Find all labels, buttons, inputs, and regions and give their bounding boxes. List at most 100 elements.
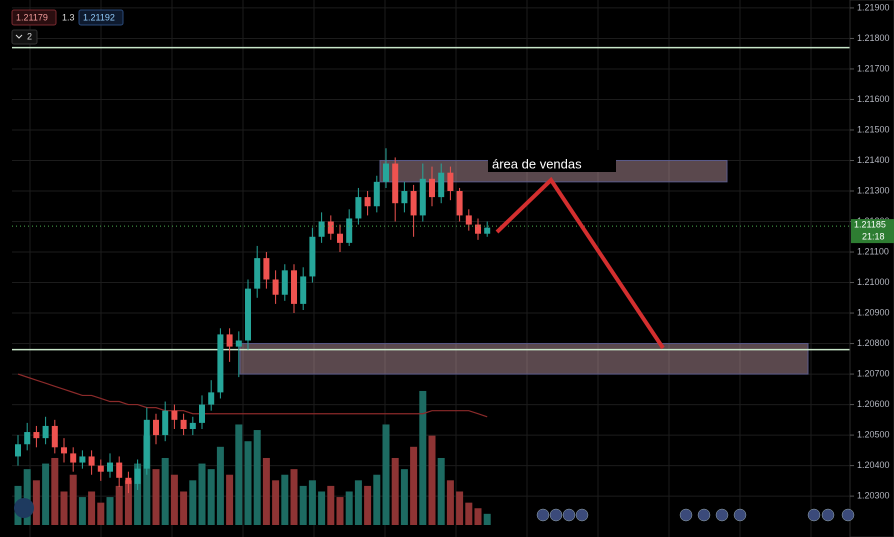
candle-body — [171, 410, 178, 420]
candle-body — [456, 191, 463, 216]
candle-body — [217, 334, 224, 393]
volume-bar — [60, 491, 68, 525]
volume-bar — [124, 480, 132, 525]
plot-area — [12, 46, 850, 525]
volume-bar — [152, 469, 160, 525]
moving-average — [17, 373, 488, 418]
volume-bar — [391, 457, 399, 525]
candle-body — [475, 224, 481, 234]
volume-bar — [69, 474, 77, 525]
y-tick-label: 1.21700 — [857, 63, 890, 73]
volume-bar — [281, 474, 289, 525]
y-tick-label: 1.20900 — [857, 307, 890, 317]
candle-body — [291, 270, 297, 304]
volume-bar — [23, 469, 31, 525]
toolbar: 1.21179 1.3 1.21192 2 — [11, 9, 124, 45]
ask-box[interactable] — [78, 9, 124, 26]
y-tick-label: 1.20400 — [857, 460, 890, 470]
candle-body — [88, 456, 95, 466]
volume-bar — [42, 463, 50, 525]
candle-body — [346, 218, 353, 243]
volume-bar — [88, 491, 96, 525]
candle-body — [419, 178, 426, 216]
volume-bar — [253, 430, 261, 525]
volume-bar — [446, 480, 454, 525]
ask: 1.21192 — [83, 12, 115, 22]
countdown: 21:18 — [862, 231, 885, 241]
candle-body — [392, 163, 399, 204]
volume-bar — [216, 446, 224, 525]
volume-bar — [373, 474, 381, 525]
candle-body — [153, 419, 159, 436]
y-tick-label: 1.21300 — [857, 185, 890, 195]
price-label: 1.21185 — [854, 219, 886, 229]
candle-body — [143, 419, 150, 469]
y-tick-label: 1.21100 — [857, 246, 889, 256]
volume-bar — [345, 491, 353, 525]
candle-body — [226, 334, 233, 347]
candle-body — [245, 288, 251, 341]
y-tick-label: 1.21900 — [857, 2, 890, 12]
candle-body — [107, 462, 113, 472]
y-tick-label: 1.20300 — [857, 490, 890, 500]
volume-bar — [189, 480, 197, 525]
logo[interactable] — [14, 498, 34, 518]
candle-body — [355, 197, 362, 219]
candle-body — [300, 276, 307, 304]
y-tick-label: 1.20500 — [857, 429, 890, 439]
candle-body — [327, 221, 334, 234]
volume-bar — [465, 502, 473, 525]
candle-body — [42, 425, 49, 439]
y-tick-label: 1.21400 — [857, 155, 890, 165]
volume-bar — [235, 424, 243, 525]
candle-body — [438, 172, 445, 198]
volume-bar — [327, 485, 335, 525]
candle-body — [254, 258, 261, 289]
volume-bar — [336, 497, 344, 525]
candle-body — [235, 340, 242, 347]
volume-bar — [410, 446, 418, 525]
candle-body — [281, 270, 288, 295]
volume-bar — [32, 480, 40, 525]
volume-bar — [364, 485, 372, 525]
y-tick-label: 1.21600 — [857, 94, 890, 104]
volume-bar — [170, 474, 178, 525]
volume-bar — [428, 435, 436, 525]
volume-bar — [483, 513, 491, 525]
annotation: área de vendas — [492, 156, 582, 171]
annotation-box — [488, 150, 616, 172]
candle-body — [79, 456, 86, 463]
volume-bar — [207, 469, 215, 525]
candle-body — [162, 410, 169, 436]
volume-bar — [474, 508, 482, 525]
candle-body — [447, 172, 454, 192]
candle-body — [318, 221, 325, 237]
volume-bar — [290, 469, 298, 525]
candle-body — [373, 181, 380, 207]
candle-body — [134, 468, 141, 484]
bid-box[interactable] — [11, 9, 57, 26]
candle-body — [70, 453, 77, 463]
candle-body — [410, 191, 417, 216]
candle-body — [116, 462, 123, 478]
price-axis-labels: 1.20300 1.20400 1.20500 1.20600 1.20700 1.208… — [850, 2, 894, 500]
y-tick-label: 1.20700 — [857, 368, 890, 378]
volume-bar — [180, 491, 188, 525]
candle-body — [97, 465, 104, 472]
volume-bar — [318, 491, 326, 525]
volume-bar — [161, 457, 169, 525]
volume-bar — [272, 480, 280, 525]
y-tick-label: 1.20600 — [857, 399, 890, 409]
candle-body — [401, 191, 408, 204]
candle-body — [15, 444, 21, 457]
volume-bar — [143, 435, 151, 525]
volume-bar — [97, 502, 105, 525]
candle-body — [61, 447, 67, 454]
indicator-toggle[interactable] — [11, 29, 38, 45]
candle-body — [189, 422, 196, 429]
volume-bar — [456, 491, 464, 525]
volume-bar — [78, 497, 86, 525]
y-tick-label: 1.20800 — [857, 338, 890, 348]
